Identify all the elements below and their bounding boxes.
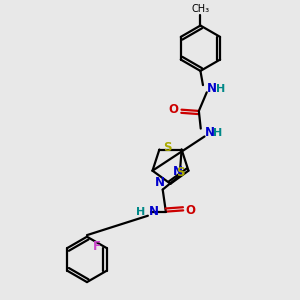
Text: N: N (207, 82, 217, 95)
Text: H: H (213, 128, 223, 138)
Text: S: S (163, 140, 172, 154)
Text: N: N (205, 126, 214, 139)
Text: S: S (176, 166, 184, 179)
Text: N: N (155, 176, 165, 189)
Text: H: H (136, 207, 146, 217)
Text: O: O (186, 204, 196, 217)
Text: O: O (168, 103, 178, 116)
Text: CH₃: CH₃ (191, 4, 209, 14)
Text: N: N (148, 205, 158, 218)
Text: F: F (93, 240, 101, 253)
Text: N: N (173, 165, 183, 178)
Text: H: H (216, 84, 225, 94)
